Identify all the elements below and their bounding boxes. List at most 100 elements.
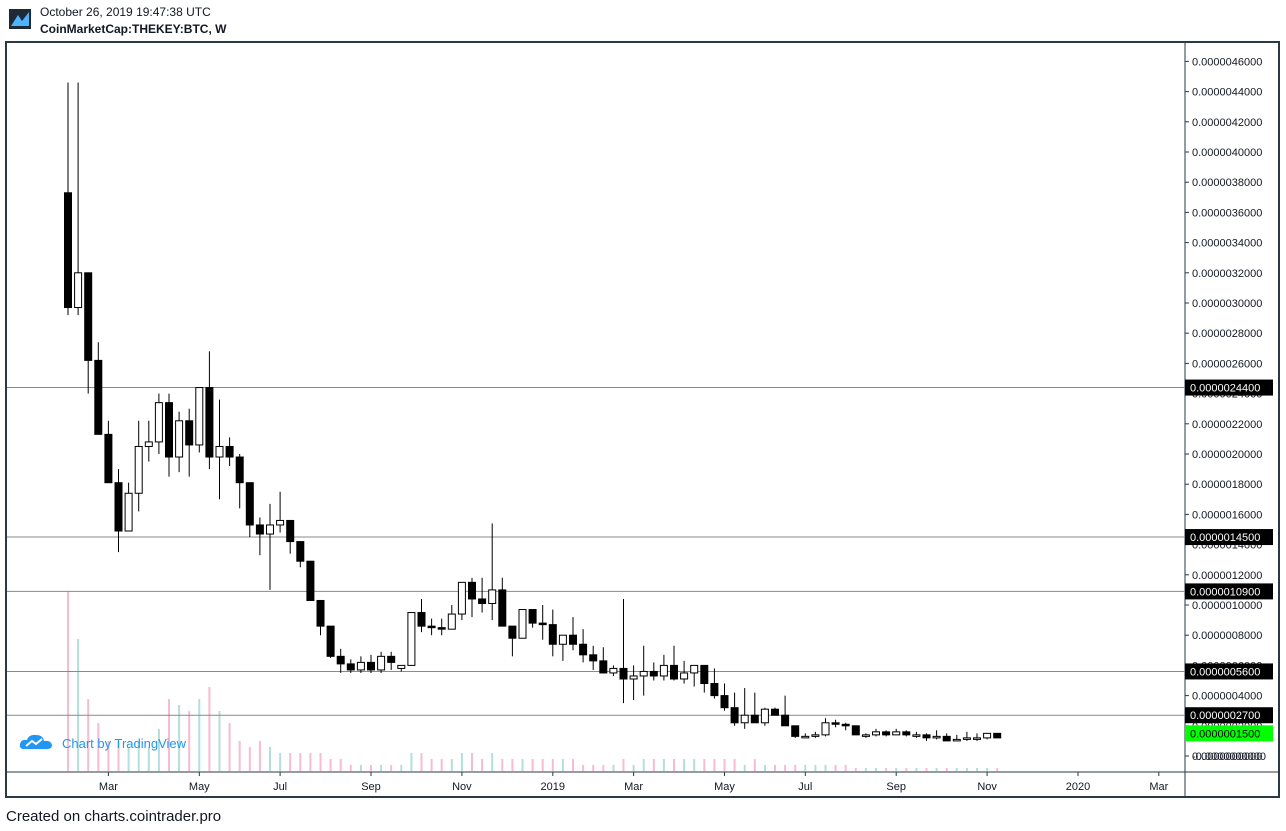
- candle: [942, 733, 951, 742]
- candle: [750, 692, 759, 724]
- volume-bar: [824, 765, 827, 771]
- candle: [760, 707, 769, 726]
- candle-body: [841, 723, 850, 727]
- volume-bar: [733, 759, 736, 771]
- y-axis-tick-label: 0.0000030000: [1192, 298, 1262, 310]
- volume-bar: [602, 765, 605, 771]
- candle-body: [942, 735, 951, 742]
- candle-body: [286, 519, 295, 543]
- y-axis-tick-label: 0.0000010000: [1192, 600, 1262, 612]
- volume-bar: [642, 759, 645, 771]
- candle-body: [558, 634, 567, 645]
- candle: [528, 609, 537, 628]
- y-axis-tick-label: 0.0000046000: [1192, 56, 1262, 68]
- volume-bar: [915, 768, 918, 771]
- candle: [124, 482, 133, 532]
- volume-bar: [248, 747, 251, 771]
- candle-body: [882, 731, 891, 736]
- volume-bar: [854, 768, 857, 771]
- footer-credit: Created on charts.cointrader.pro: [6, 808, 222, 825]
- volume-bar: [763, 765, 766, 771]
- candle: [649, 662, 658, 681]
- volume-bar: [561, 759, 564, 771]
- candle-body: [255, 524, 264, 535]
- candle-body: [205, 387, 214, 458]
- candle-body: [912, 734, 921, 737]
- candle: [266, 503, 274, 590]
- candle-body: [690, 664, 699, 674]
- candle-body: [599, 660, 608, 674]
- candle-body: [498, 589, 507, 627]
- candle-body: [619, 667, 628, 680]
- level-price-badge: [1185, 707, 1273, 724]
- candle-body: [346, 663, 355, 671]
- y-axis-tick-label: 0.0000040000: [1192, 147, 1262, 159]
- volume-bar: [157, 729, 160, 771]
- candle: [922, 733, 931, 741]
- y-axis-tick-label: 0.0000044000: [1192, 87, 1262, 99]
- candle-body: [851, 725, 860, 736]
- tradingview-watermark[interactable]: Chart by TradingView: [18, 733, 186, 753]
- volume-bar: [511, 759, 514, 771]
- volume-bar: [986, 768, 989, 771]
- candle-body: [296, 541, 305, 562]
- volume-bar: [662, 759, 665, 771]
- volume-bar: [774, 765, 776, 771]
- volume-bar: [895, 768, 898, 771]
- volume-bar: [521, 759, 524, 771]
- volume-bar: [572, 759, 574, 771]
- candle: [579, 629, 588, 663]
- candle-body: [629, 675, 638, 680]
- candle: [912, 731, 921, 738]
- candle-body: [387, 655, 396, 663]
- volume-bar: [551, 759, 554, 771]
- candle-body: [276, 519, 285, 526]
- level-price-badge: [1185, 583, 1273, 600]
- volume-bar: [693, 759, 696, 771]
- candle: [276, 491, 285, 533]
- volume-bar: [814, 765, 817, 771]
- volume-bar: [945, 768, 948, 771]
- x-axis-tick-label: Mar: [1149, 781, 1168, 793]
- candle: [619, 598, 628, 704]
- candle: [296, 541, 305, 568]
- candle: [861, 733, 870, 738]
- candle: [801, 733, 810, 739]
- volume-bar: [107, 741, 110, 771]
- volume-bar: [117, 741, 120, 771]
- candle: [356, 656, 365, 673]
- candle-body: [670, 664, 678, 680]
- candle: [175, 411, 184, 473]
- candle-body: [962, 737, 971, 740]
- candle: [316, 599, 325, 636]
- candle: [286, 519, 295, 554]
- y-axis-tick-label: 0.0000004000: [1192, 691, 1262, 703]
- candle-body: [225, 445, 234, 458]
- volume-bar: [875, 768, 877, 771]
- candle-body: [185, 420, 194, 446]
- candle-body: [983, 732, 992, 739]
- last-price-badge: [1185, 725, 1273, 742]
- volume-bar: [319, 753, 322, 771]
- candle-body: [700, 664, 709, 685]
- level-price-badge-label: 0.0000024400: [1190, 383, 1260, 395]
- candle-body: [872, 731, 880, 736]
- last-price-badge-label: 0.0000001500: [1190, 728, 1260, 740]
- volume-bar: [965, 768, 968, 771]
- candle-body: [437, 627, 446, 630]
- candle-body: [518, 609, 527, 639]
- candle-body: [478, 598, 487, 604]
- volume-bar: [289, 753, 292, 771]
- y-axis-tick-label: 0.0000012000: [1192, 570, 1262, 582]
- candle-body: [659, 664, 668, 677]
- volume-bar: [996, 768, 999, 771]
- x-axis-tick-label: 2020: [1066, 781, 1090, 793]
- volume-bar: [349, 765, 352, 771]
- candle: [811, 731, 820, 738]
- x-axis-tick-label: 2019: [541, 781, 565, 793]
- volume-bar: [592, 765, 595, 771]
- volume-bar: [501, 759, 504, 771]
- volume-bar: [440, 759, 443, 771]
- candle: [367, 654, 375, 673]
